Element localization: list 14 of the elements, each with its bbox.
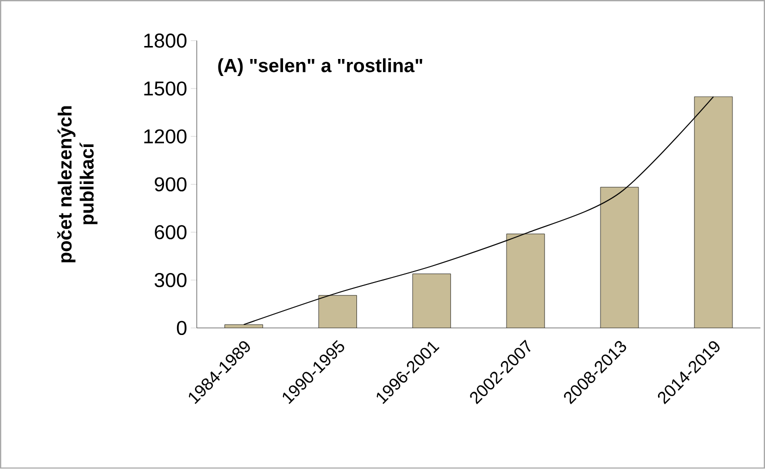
y-tick-label: 300 <box>154 273 186 288</box>
bar <box>506 234 545 328</box>
y-axis-title: počet nalezených publikací <box>57 106 98 262</box>
bar <box>318 296 357 328</box>
bar <box>694 96 733 328</box>
bar <box>412 274 451 328</box>
y-tick-label: 900 <box>154 177 186 192</box>
y-tick-label: 1500 <box>144 82 186 96</box>
bar <box>600 187 639 328</box>
text: (A) "selen" a "rostlina" <box>218 58 422 76</box>
y-tick-label: 1200 <box>144 129 186 144</box>
y-tick-label: 0 <box>176 321 186 336</box>
y-tick-label: 1800 <box>144 34 186 48</box>
y-tick-label: 600 <box>154 225 186 240</box>
